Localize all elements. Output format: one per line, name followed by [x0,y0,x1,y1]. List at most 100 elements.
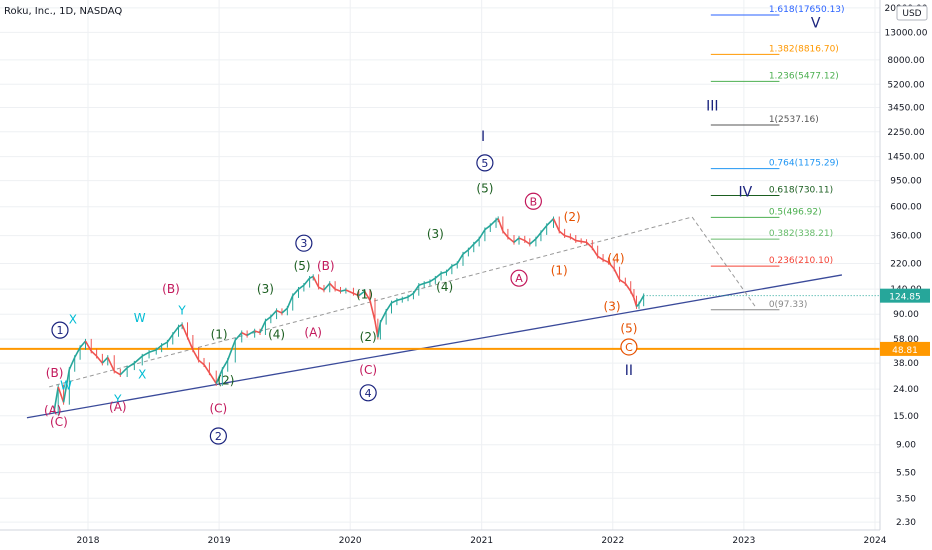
price-segment [57,386,65,403]
wave-label: (A) [109,400,127,414]
wave-label: I [481,129,485,145]
wave-label: 3 [300,237,307,250]
price-badge-label: 124.85 [889,293,921,303]
y-tick-label: 220.00 [890,260,922,270]
price-segment [540,225,548,234]
wave-labels: (A)(C)(B)W1XY(A)XWY(B)(1)(2)(C)2(3)(4)(5… [44,15,821,445]
price-segment [412,284,420,294]
wave-label-circle [295,234,313,252]
price-segment [155,344,163,351]
price-segment [564,234,571,239]
wave-label: (5) [294,259,311,273]
wave-label: (2) [360,330,377,344]
price-segment [148,349,157,354]
price-segment [402,296,409,300]
price-segment [172,326,180,335]
wave-label: (1) [356,287,373,301]
price-segment [254,330,261,334]
wave-label: (3) [257,282,274,296]
price-segment [270,310,278,318]
price-segment [597,255,604,261]
fib-level-label: 0.5(496.92) [769,207,822,217]
wave-label-circle [476,154,494,172]
price-segment [462,249,469,255]
wave-label-circle [510,269,528,287]
price-segment [602,259,609,264]
price-segment [334,288,341,292]
wave-label-circle [359,384,377,402]
y-tick-label: 2.30 [896,518,916,528]
y-tick-label: 600.00 [890,203,922,213]
wave-label: X [138,368,146,382]
wave-label: W [134,311,146,325]
price-segment [309,275,314,279]
y-tick-label: 3.50 [896,494,916,504]
price-segment [353,292,360,297]
y-tick-label: 5.50 [896,469,916,479]
x-tick-label: 2021 [470,536,493,546]
y-tick-label: 360.00 [890,232,922,242]
y-tick-label: 13000.00 [885,28,928,38]
wave-label-circle [51,321,69,339]
price-axis-background [880,0,932,550]
price-segment [141,351,150,357]
wave-label: (2) [217,373,234,387]
price-segment [181,324,189,338]
price-segment [497,218,504,232]
price-segment [456,253,464,264]
chart-title: Roku, Inc., 1D, NASDAQ [4,6,122,17]
fib-level-label: 1.382(8816.70) [769,44,839,54]
wave-label: (A) [304,326,322,340]
price-segment [221,359,229,370]
wave-label: X [69,313,77,327]
price-segment [558,230,566,237]
fib-level-label: 1(2537.16) [769,115,819,125]
price-segment [345,289,354,295]
price-segment [619,279,626,285]
price-segment [186,336,194,351]
price-segment [133,355,143,364]
price-segment [473,238,480,245]
price-badge [880,288,930,303]
wave-label-circle [524,192,542,210]
price-segment [585,241,593,249]
price-segment [84,340,92,352]
wave-label: III [706,99,718,115]
price-segment [524,239,531,245]
price-segment [323,282,331,291]
price-segment [630,290,635,299]
y-tick-label: 38.00 [893,359,919,369]
fib-levels: 1.618(17650.13) 1.382(8816.70) 1.236(5477.… [710,5,845,311]
price-segment [363,290,371,301]
price-segment [303,277,311,286]
price-segment [502,230,509,238]
price-segment [451,262,458,267]
y-tick-label: 3450.00 [887,104,924,114]
wave-label: A [515,272,523,285]
price-segment [535,232,542,240]
price-segment [208,372,217,384]
price-segment [161,341,168,347]
wave-label: Y [113,392,122,406]
fib-level-label: 1.618(17650.13) [769,5,845,15]
price-segment [126,362,135,369]
price-segment [113,370,121,376]
x-tick-label: 2018 [77,536,100,546]
price-segment [434,272,442,279]
price-segment [369,300,376,322]
price-segment [613,268,621,281]
wave-label: (2) [564,210,581,224]
x-tick-label: 2022 [601,536,624,546]
wave-label-circle [209,427,227,445]
wave-label: 4 [365,387,372,400]
x-tick-label: 2024 [864,536,887,546]
price-segment [68,357,76,370]
price-segment [484,224,491,231]
price-badge [880,341,930,356]
price-segment [90,350,98,357]
price-segment [166,333,174,343]
price-segment [546,218,555,227]
wave-label: IV [738,185,752,201]
